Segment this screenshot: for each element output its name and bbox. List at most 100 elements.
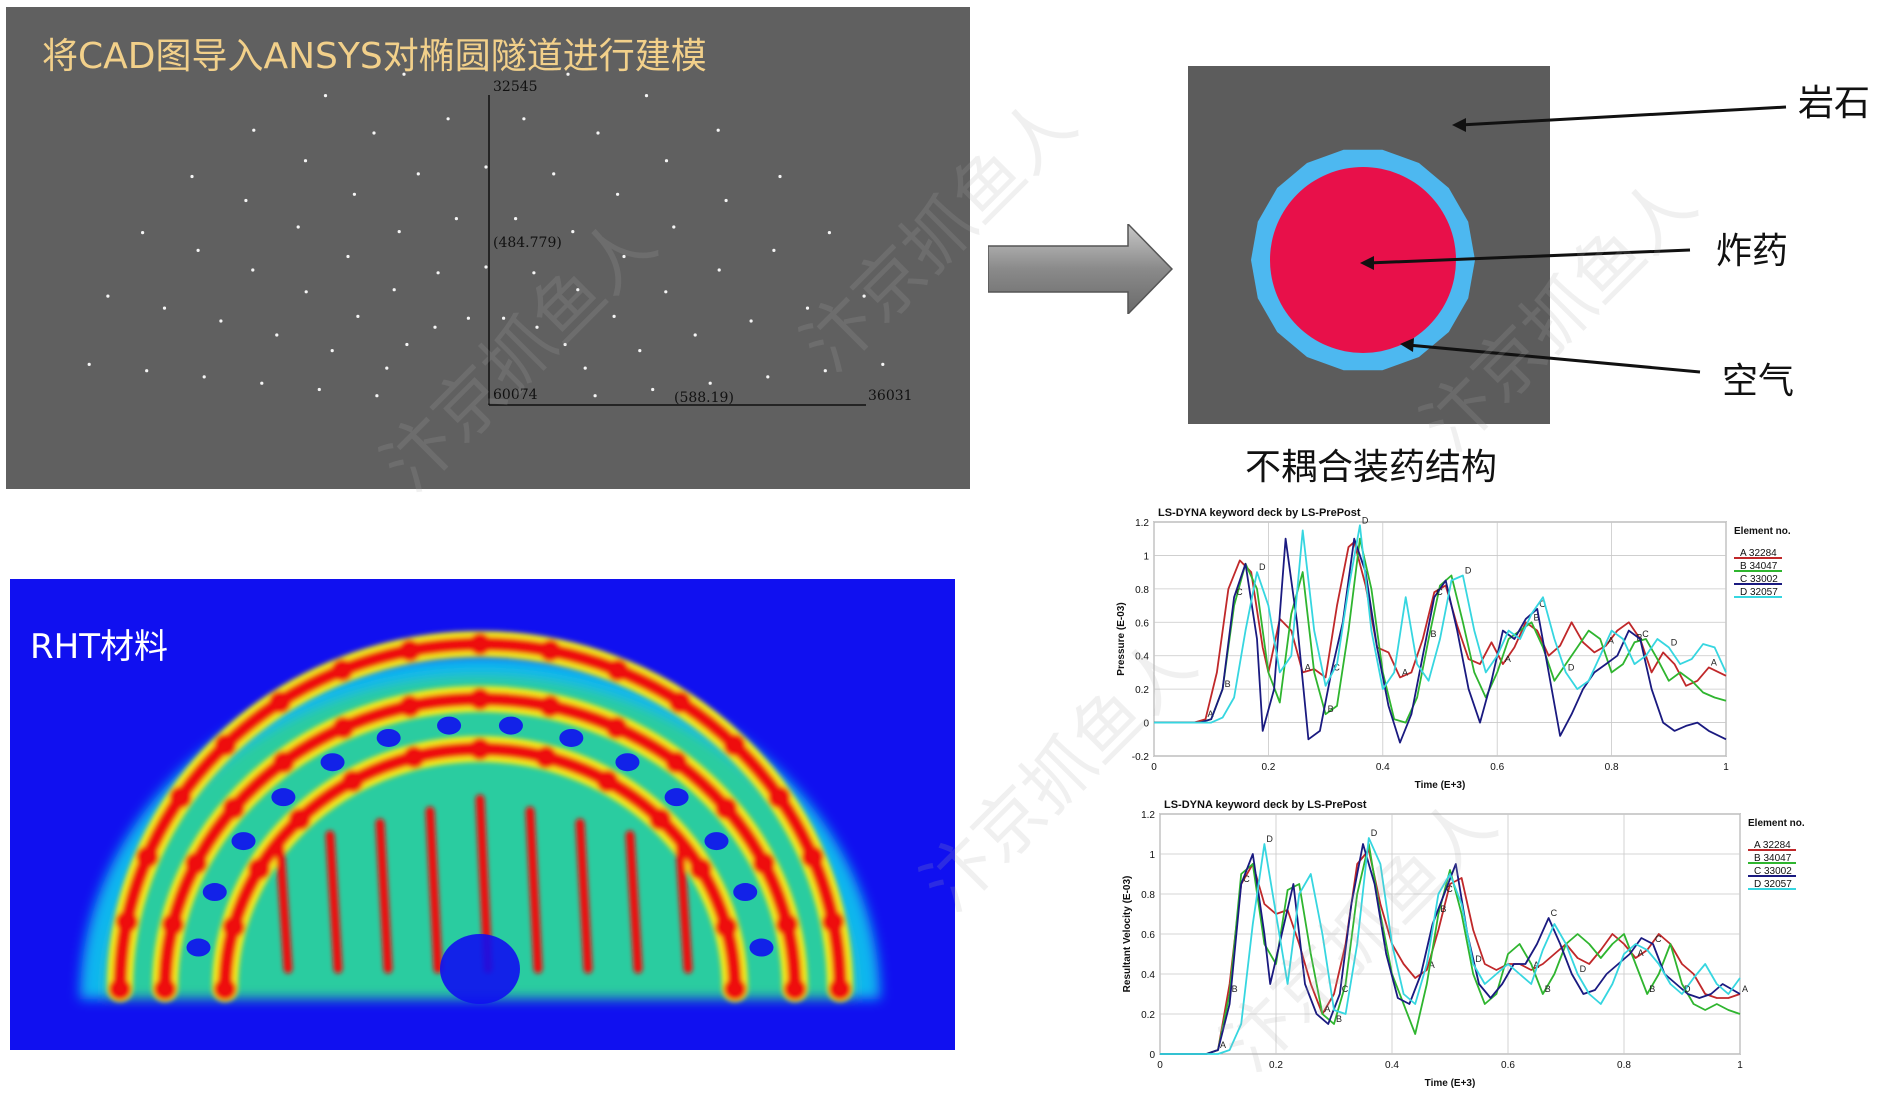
cad-node-point [566,72,570,76]
cad-node-point [514,217,518,221]
intact-cell [202,883,227,902]
charge-caption: 不耦合装药结构 [1245,447,1498,488]
cad-node-point [823,369,827,373]
damage-node [469,688,491,710]
label-rock: 岩石 [1798,83,1871,124]
cad-node-point [593,394,597,398]
cad-node-point [466,316,470,320]
y-axis-label: Resultant Velocity (E-03) [1122,876,1133,993]
series-marker: A [1608,636,1614,646]
cad-node-point [433,325,437,329]
damage-crack [575,818,593,974]
series-line [1154,537,1727,744]
y-tick-label: 1 [1143,551,1149,562]
damage-node [715,797,738,820]
damage-node [596,770,619,793]
series-marker: A [1324,1004,1330,1014]
y-tick-label: -0.2 [1132,752,1150,763]
cad-node-point [251,268,255,272]
series-marker: A [1220,1040,1226,1050]
y-tick-label: 0.8 [1141,890,1155,901]
y-tick-label: 0 [1149,1050,1155,1061]
x-tick-label: 0.6 [1501,1060,1515,1071]
cad-node-point [190,174,194,179]
node-label-top: 32545 [493,79,538,95]
series-marker: C [1342,984,1349,994]
damage-node [784,978,806,1000]
series-marker: C [1551,908,1558,918]
intact-cell [664,788,689,807]
cad-node-point [275,333,279,337]
velocity-chart: LS-DYNA keyword deck by LS-PrePost 0 0.2 0.… [1122,799,1805,1089]
series-marker: D [1266,834,1273,844]
pressure-chart: LS-DYNA keyword deck by LS-PrePost-0.200… [1116,507,1791,791]
cad-node-point [317,387,321,392]
damage-node [605,716,628,739]
series-marker: D [1475,954,1482,964]
cad-node-point [303,159,308,163]
cad-node-point [664,290,668,294]
series-marker: A [1742,984,1748,994]
series-marker: D [1671,637,1678,647]
series-marker: D [1684,984,1691,994]
damage-node [669,691,692,714]
cad-title: 将CAD图导入ANSYS对椭圆隧道进行建模 [42,36,707,77]
cad-node-point [535,325,539,329]
cad-node-point [446,117,450,121]
y-tick-label: 1.2 [1141,810,1155,821]
intact-cell [376,728,401,747]
damage-node [398,639,421,662]
y-tick-label: 1 [1149,850,1155,861]
cad-node-point [260,381,264,385]
series-marker: B [1440,904,1446,914]
damage-node [752,852,775,875]
cad-node-point [717,268,721,272]
damage-node [332,716,355,739]
x-tick-label: 0.6 [1490,762,1504,773]
series-line [1154,537,1727,724]
cad-node-point [552,172,556,176]
cad-node-point [749,319,753,323]
cad-node-point [352,192,356,196]
x-tick-label: 0.2 [1269,1060,1283,1071]
series-marker: B [1225,679,1231,689]
node-label-origin: 60074 [493,387,538,403]
damage-crack [625,830,643,974]
legend-entry: A 32284 [1754,840,1791,851]
series-marker: A [1429,960,1435,970]
series-marker: B [1649,984,1655,994]
cad-node-point [693,333,697,337]
x-axis-label: Time (E+3) [1425,1078,1476,1089]
damage-crack [325,830,343,974]
damage-node [161,913,184,936]
intact-cell [231,832,256,851]
intact-cell [559,728,584,747]
cad-node-point [484,265,488,269]
damage-node [801,845,824,868]
series-marker: A [1638,948,1644,958]
x-tick-label: 0.4 [1376,762,1390,773]
series-marker: A [1711,657,1717,667]
cad-node-point [323,94,328,98]
damage-crack [525,806,543,974]
cad-node-point [502,316,506,320]
x-tick-label: 0.4 [1385,1060,1399,1071]
y-tick-label: 0.2 [1135,685,1149,696]
cad-node-point [522,117,526,121]
intact-cell [437,716,462,735]
y-tick-label: 0.4 [1135,652,1149,663]
legend-entry: B 34047 [1754,853,1792,864]
series-marker: D [1371,828,1378,838]
cad-node-point [385,366,389,370]
intact-cell [615,753,640,772]
intact-cell [733,883,758,902]
damage-node [715,915,738,938]
rht-damage-contour: RHT材料 [10,579,955,1050]
x-tick-label: 1 [1723,762,1729,773]
cad-node-point [145,369,149,373]
series-marker: A [1305,662,1311,672]
y-tick-label: 0.6 [1135,618,1149,629]
x-tick-label: 0.2 [1261,762,1275,773]
cad-node-point [304,290,308,294]
damage-node [272,751,295,774]
